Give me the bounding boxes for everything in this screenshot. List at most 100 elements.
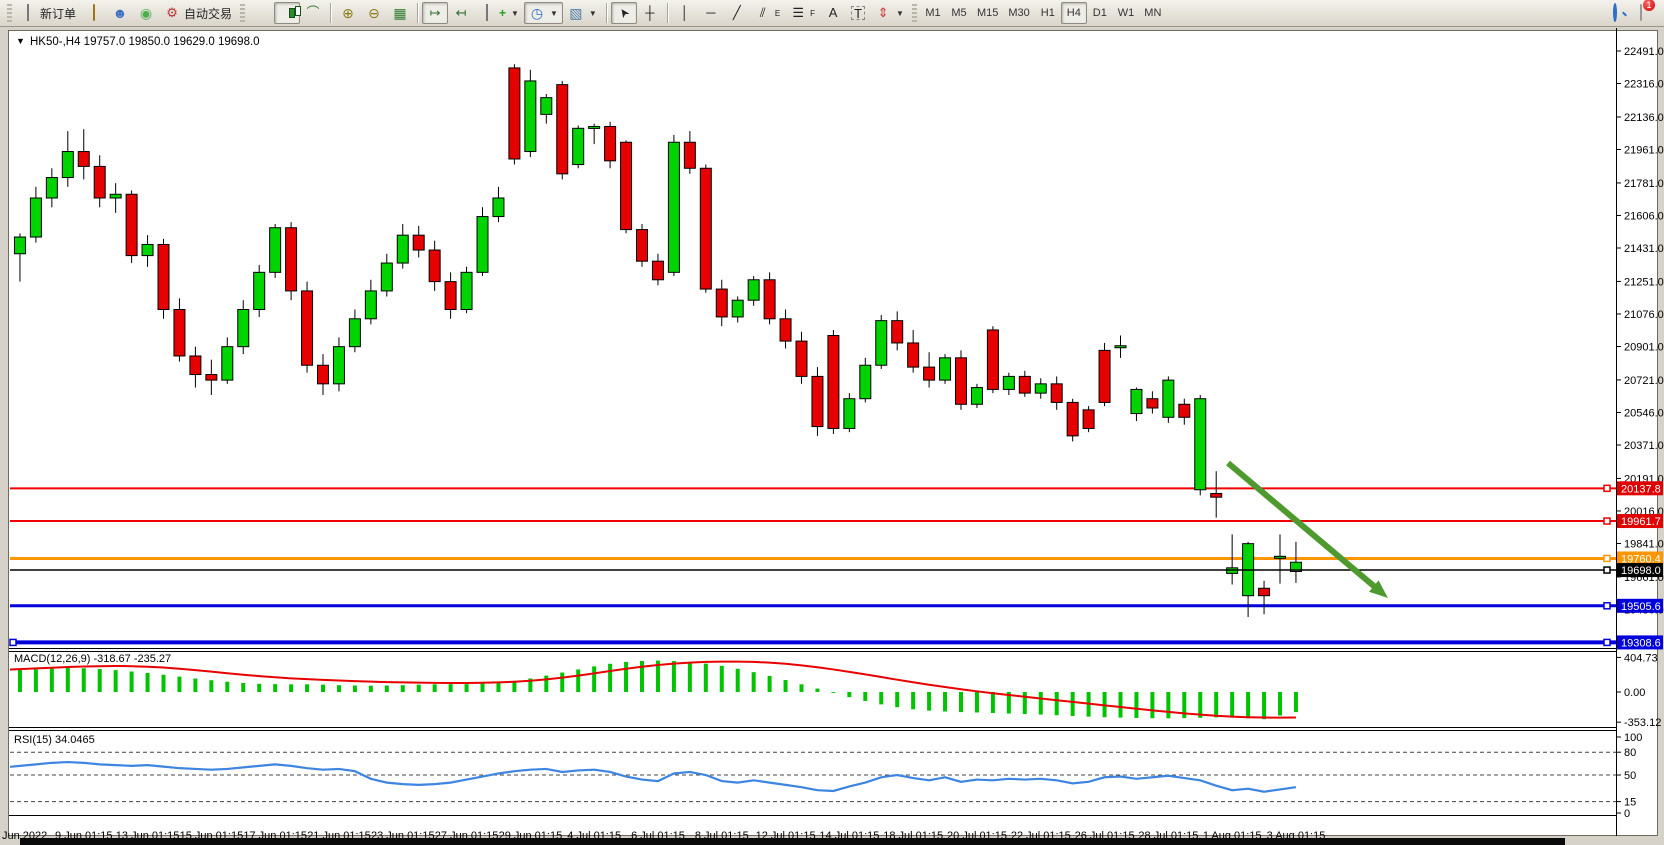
tile-windows-icon: ▦: [393, 5, 407, 21]
chevron-down-icon: ▼: [511, 8, 519, 18]
support-level-tag: [1617, 598, 1663, 613]
toolbar-grip[interactable]: [911, 4, 917, 22]
candle-body: [173, 309, 186, 357]
candle-body: [412, 234, 425, 251]
timeframe-M1[interactable]: M1: [925, 7, 941, 19]
macd-axis-label: -353.12: [1624, 717, 1661, 729]
line-handle[interactable]: [1603, 484, 1611, 493]
fibonacci-tool[interactable]: ☰ F: [785, 2, 820, 24]
price-axis-label: 20546.0: [1624, 407, 1664, 419]
timeframe-H4[interactable]: H4: [1060, 2, 1087, 24]
candle-body: [843, 398, 856, 429]
candlestick-chart-button[interactable]: [274, 2, 301, 24]
candle-body: [891, 320, 904, 344]
candle-body: [1178, 403, 1191, 418]
candle-body: [77, 151, 90, 167]
equidistant-channel-icon: ⫽: [759, 5, 766, 20]
auto-scroll-button[interactable]: ↦: [422, 2, 449, 24]
timeframe-H1[interactable]: H1: [1040, 7, 1055, 19]
chart-shift-icon: ↤: [455, 5, 467, 20]
candle-body: [970, 387, 983, 405]
timeframe-M15[interactable]: M15: [976, 7, 999, 19]
periods-button[interactable]: ◷ ▼: [523, 2, 563, 24]
market-watch-button[interactable]: ☻: [107, 2, 133, 24]
chart-canvas[interactable]: 22491.0 22316.0 22136.0 21961.0 21781.0 21606…: [0, 28, 1664, 845]
toolbar-grip[interactable]: [240, 4, 246, 22]
zoom-in-button[interactable]: ⊕: [335, 2, 361, 24]
candle-body: [332, 346, 345, 385]
candle-body: [205, 374, 218, 381]
zoom-in-icon: ⊕: [342, 5, 354, 21]
support-level-tag-label: 19308.6: [1621, 637, 1661, 649]
candle-body: [109, 193, 122, 199]
vertical-line-tool[interactable]: │: [672, 2, 698, 24]
candle-body: [683, 141, 696, 169]
candle-body: [1002, 375, 1015, 390]
autotrade-button[interactable]: ⚙ 自动交易: [159, 2, 237, 24]
candle-body: [827, 335, 840, 429]
horizontal-line-tool[interactable]: ─: [698, 2, 724, 24]
price-axis-label: 20721.0: [1624, 375, 1664, 387]
search-button[interactable]: [1602, 2, 1628, 24]
chart-expander-icon[interactable]: ▼: [16, 36, 25, 46]
notifications-button[interactable]: 1: [1628, 0, 1655, 24]
candle-body: [13, 236, 26, 255]
line-handle[interactable]: [9, 638, 17, 647]
fibo-sub-label: F: [810, 8, 816, 18]
text-tool[interactable]: A: [820, 2, 846, 24]
main-toolbar: 新订单 ☻ ◉ ⚙ 自动交易 ⌒ ⊕ ⊖ ▦ ↦ ↤ + ▼ ◷ ▼ ▧ ▼ ➤ ┼ …: [0, 0, 1664, 27]
candle-body: [556, 84, 569, 175]
cursor-icon: ➤: [615, 4, 633, 22]
line-handle[interactable]: [1603, 638, 1611, 647]
line-handle[interactable]: [1603, 554, 1611, 563]
candle-body: [61, 151, 74, 179]
cursor-tool-button[interactable]: ➤: [610, 2, 637, 24]
bar-chart-button[interactable]: [248, 2, 274, 24]
rsi-panel-group: [10, 751, 1616, 803]
tile-windows-button[interactable]: ▦: [387, 2, 413, 24]
current-price-tag: [1617, 563, 1663, 578]
candle-body: [301, 290, 314, 366]
price-axis-label: 22491.0: [1624, 46, 1664, 58]
candle-body: [540, 97, 553, 115]
candle-body: [1050, 383, 1063, 403]
candle-body: [907, 342, 920, 368]
resistance-level-tag-label: 19961.7: [1621, 516, 1661, 528]
channel-tool[interactable]: ⫽ E: [750, 2, 785, 24]
line-handle[interactable]: [1603, 566, 1611, 574]
candle-body: [0, 239, 10, 254]
candle-body: [1274, 555, 1286, 559]
indicators-button[interactable]: + ▼: [474, 2, 524, 24]
trendline-tool[interactable]: ╱: [724, 2, 750, 24]
timeframe-M5[interactable]: M5: [951, 7, 967, 19]
candle-body: [572, 127, 585, 166]
line-chart-button[interactable]: ⌒: [300, 2, 326, 24]
chart-shift-button[interactable]: ↤: [448, 2, 474, 24]
trend-arrow-head: [1369, 580, 1388, 598]
crosshair-tool-button[interactable]: ┼: [637, 2, 663, 24]
timeframe-MN[interactable]: MN: [1144, 7, 1162, 19]
trend-arrow-annotation[interactable]: [1226, 460, 1380, 592]
timeframe-D1[interactable]: D1: [1092, 7, 1107, 19]
market-depth-button[interactable]: [81, 2, 107, 24]
candle-body: [1146, 398, 1159, 409]
arrows-tool[interactable]: ⇕ ▼: [870, 2, 909, 24]
rsi-label: RSI(15) 34.0465: [14, 734, 95, 746]
new-order-button[interactable]: 新订单: [15, 2, 81, 24]
zoom-out-button[interactable]: ⊖: [361, 2, 387, 24]
text-label-tool[interactable]: T: [846, 2, 870, 24]
line-handle[interactable]: [1603, 602, 1611, 610]
line-handle[interactable]: [1603, 517, 1611, 525]
candle-body: [1066, 401, 1079, 437]
broadcast-icon: ◉: [139, 5, 153, 21]
templates-button[interactable]: ▧ ▼: [563, 2, 602, 24]
candle-body: [939, 357, 952, 381]
resistance-level-tag: [1617, 514, 1663, 529]
timeframe-M30[interactable]: M30: [1008, 7, 1030, 19]
timeframe-W1[interactable]: W1: [1117, 7, 1135, 19]
toolbar-grip[interactable]: [7, 4, 12, 22]
signals-button[interactable]: ◉: [133, 2, 159, 24]
rsi-axis-label: 15: [1624, 797, 1636, 809]
candle-body: [604, 125, 617, 162]
chart-title: HK50-,H4 19757.0 19850.0 19629.0 19698.0: [30, 36, 260, 48]
